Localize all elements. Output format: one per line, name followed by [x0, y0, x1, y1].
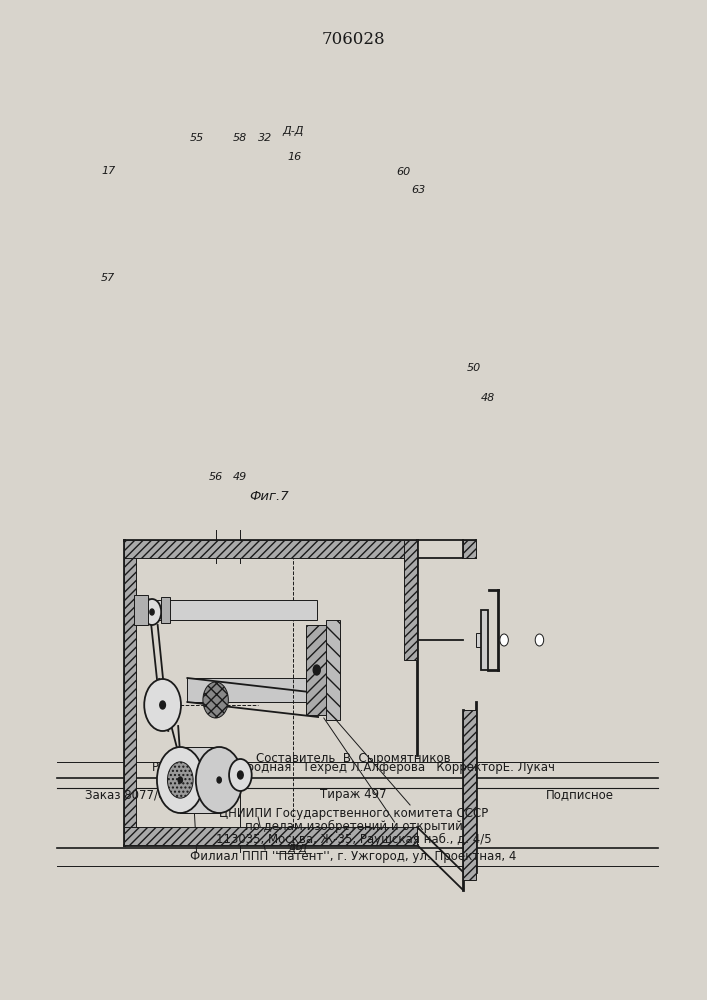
Bar	[124, 540, 136, 845]
Circle shape	[178, 777, 182, 783]
Circle shape	[229, 759, 252, 791]
Bar	[124, 827, 417, 845]
Circle shape	[313, 665, 320, 675]
Text: Редактор Л. Народная   Техред Л.Алферова   КорректорЕ. Лукач: Редактор Л. Народная Техред Л.Алферова К…	[152, 761, 555, 774]
Text: 63: 63	[411, 185, 426, 195]
Text: 16: 16	[290, 842, 303, 852]
Circle shape	[160, 701, 165, 709]
Circle shape	[203, 682, 228, 718]
Text: 57: 57	[101, 273, 115, 283]
Bar	[180, 747, 219, 813]
Circle shape	[500, 634, 508, 646]
Text: 16: 16	[288, 152, 302, 162]
Bar	[306, 625, 327, 715]
Circle shape	[217, 777, 221, 783]
Bar	[481, 610, 488, 670]
Bar	[404, 540, 417, 660]
Circle shape	[157, 747, 204, 813]
Circle shape	[144, 679, 181, 731]
Text: 60: 60	[396, 167, 410, 177]
Text: Д-Д: Д-Д	[283, 126, 304, 136]
Text: 17: 17	[101, 166, 115, 176]
Circle shape	[535, 634, 544, 646]
Text: 113035, Москва, Ж-35, Раушская наб., д. 4/5: 113035, Москва, Ж-35, Раушская наб., д. …	[216, 833, 491, 846]
Circle shape	[143, 599, 161, 625]
Circle shape	[196, 747, 243, 813]
Circle shape	[238, 771, 243, 779]
Bar	[161, 597, 170, 623]
Bar	[124, 540, 417, 558]
Text: 48: 48	[481, 393, 495, 403]
Bar	[326, 620, 340, 720]
Bar	[134, 600, 317, 620]
Bar	[463, 710, 476, 880]
Bar	[134, 595, 148, 625]
Text: 56: 56	[209, 472, 223, 482]
Text: 58: 58	[233, 133, 247, 143]
Circle shape	[168, 762, 193, 798]
Text: Тираж 497: Тираж 497	[320, 788, 387, 801]
Bar	[187, 678, 318, 702]
Text: 49: 49	[233, 472, 247, 482]
Text: Подписное: Подписное	[546, 788, 614, 801]
Text: Д-Д: Д-Д	[287, 844, 307, 854]
Bar	[463, 540, 476, 558]
Text: Фиг.7: Фиг.7	[249, 490, 288, 503]
Circle shape	[150, 609, 154, 615]
Text: 32: 32	[258, 133, 272, 143]
Text: Составитель  В. Сыромятников: Составитель В. Сыромятников	[256, 752, 451, 765]
Text: 50: 50	[467, 363, 481, 373]
Bar	[476, 633, 481, 647]
Text: 55: 55	[189, 133, 204, 143]
Text: 706028: 706028	[322, 31, 385, 48]
Text: Филиал ППП ''Патент'', г. Ужгород, ул. Проектная, 4: Филиал ППП ''Патент'', г. Ужгород, ул. П…	[190, 850, 517, 863]
Text: ЦНИИПИ Государственного комитета СССР: ЦНИИПИ Государственного комитета СССР	[219, 807, 488, 820]
Text: по делам изобретений и открытий: по делам изобретений и открытий	[245, 820, 462, 833]
Text: Заказ 8077/66: Заказ 8077/66	[85, 788, 173, 801]
